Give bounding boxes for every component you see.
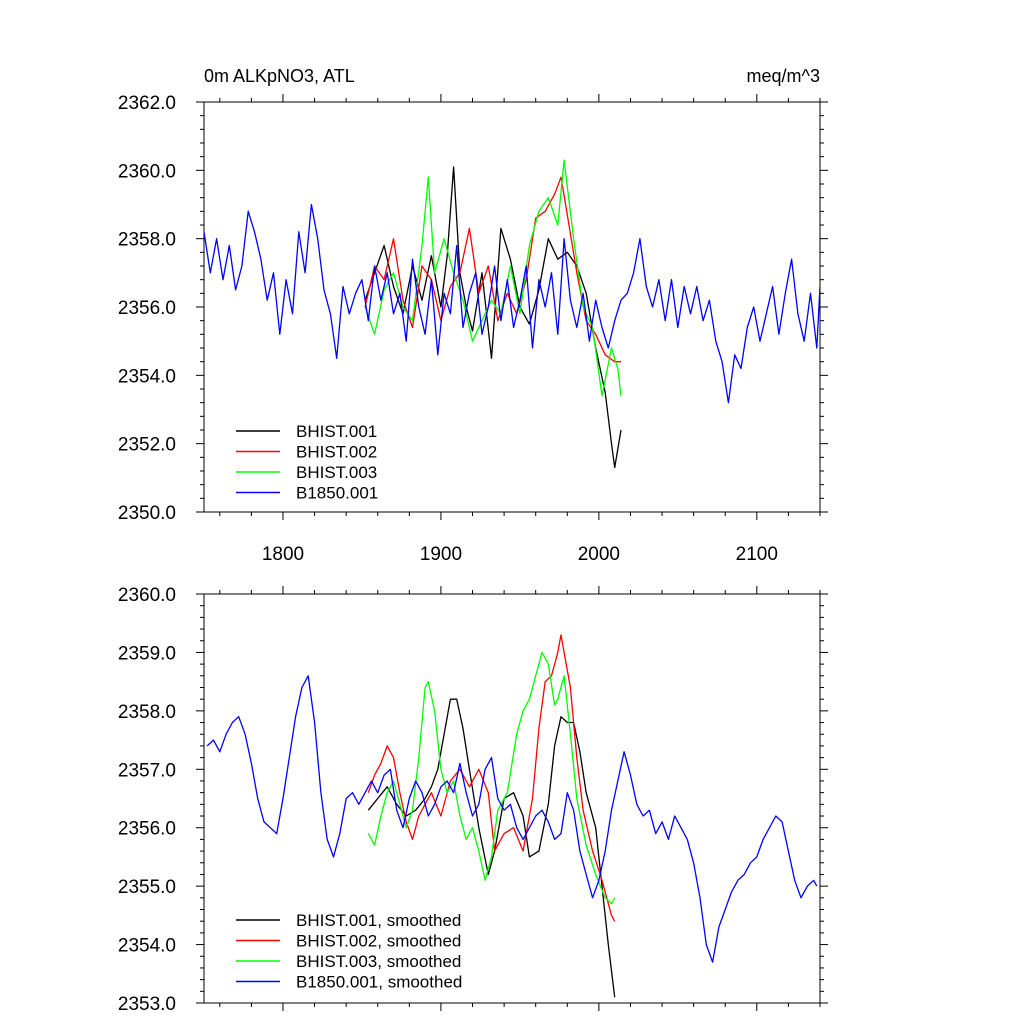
legend-label: BHIST.001 xyxy=(296,422,377,441)
series-line-b1850-001-smoothed xyxy=(206,675,818,963)
legend-label: BHIST.001, smoothed xyxy=(296,911,461,930)
legend-label: BHIST.003 xyxy=(296,463,377,482)
series-line-bhist-003-smoothed xyxy=(367,651,616,905)
y-tick-label: 2356.0 xyxy=(118,819,176,840)
legend-label: BHIST.002 xyxy=(296,443,377,462)
units-label: meq/m^3 xyxy=(747,66,820,86)
y-tick-label: 2354.0 xyxy=(118,936,176,957)
x-tick-label: 2100 xyxy=(736,544,778,565)
legend-label: BHIST.002, smoothed xyxy=(296,932,461,951)
y-tick-label: 2362.0 xyxy=(118,93,176,114)
chart-title: 0m ALKpNO3, ATL xyxy=(204,66,355,86)
legend-label: B1850.001 xyxy=(296,484,378,503)
y-tick-label: 2358.0 xyxy=(118,230,176,251)
y-tick-label: 2353.0 xyxy=(118,994,176,1015)
y-tick-label: 2360.0 xyxy=(118,585,176,606)
y-tick-label: 2355.0 xyxy=(118,877,176,898)
y-tick-label: 2357.0 xyxy=(118,760,176,781)
y-tick-label: 2358.0 xyxy=(118,702,176,723)
y-tick-label: 2350.0 xyxy=(118,503,176,524)
series-line-b1850-001 xyxy=(204,203,820,404)
legend-label: B1850.001, smoothed xyxy=(296,973,462,992)
plot-frame xyxy=(203,593,821,1004)
y-tick-label: 2360.0 xyxy=(118,161,176,182)
panel-1: 1800 1900 2000 2100 2350.0 2352.0 2354.0 2356.0… xyxy=(118,66,828,565)
y-tick-label: 2359.0 xyxy=(118,643,176,664)
y-tick-label: 2354.0 xyxy=(118,366,176,387)
series-line-bhist-003 xyxy=(364,159,622,397)
x-tick-label: 1800 xyxy=(262,544,304,565)
y-tick-label: 2356.0 xyxy=(118,298,176,319)
panel-2: 2353.0 2354.0 2355.0 2356.0 2357.0 2358.0 2359… xyxy=(118,585,828,1015)
x-tick-label: 2000 xyxy=(578,544,620,565)
y-tick-label: 2352.0 xyxy=(118,435,176,456)
series-line-bhist-002-smoothed xyxy=(367,634,616,922)
x-tick-label: 1900 xyxy=(420,544,462,565)
legend-label: BHIST.003, smoothed xyxy=(296,952,461,971)
